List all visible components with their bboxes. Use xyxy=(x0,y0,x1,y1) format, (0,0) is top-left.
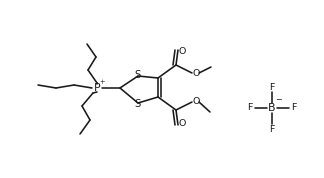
Text: F: F xyxy=(269,124,275,134)
Text: O: O xyxy=(178,46,186,56)
Text: O: O xyxy=(178,119,186,129)
Text: O: O xyxy=(192,98,200,106)
Text: −: − xyxy=(276,96,283,104)
Text: P: P xyxy=(94,83,100,93)
Text: F: F xyxy=(247,103,253,112)
Text: F: F xyxy=(269,82,275,91)
Text: S: S xyxy=(135,99,141,109)
Text: +: + xyxy=(99,79,105,85)
Text: S: S xyxy=(135,70,141,80)
Text: F: F xyxy=(291,103,297,112)
Text: B: B xyxy=(268,103,276,113)
Text: O: O xyxy=(192,69,200,77)
